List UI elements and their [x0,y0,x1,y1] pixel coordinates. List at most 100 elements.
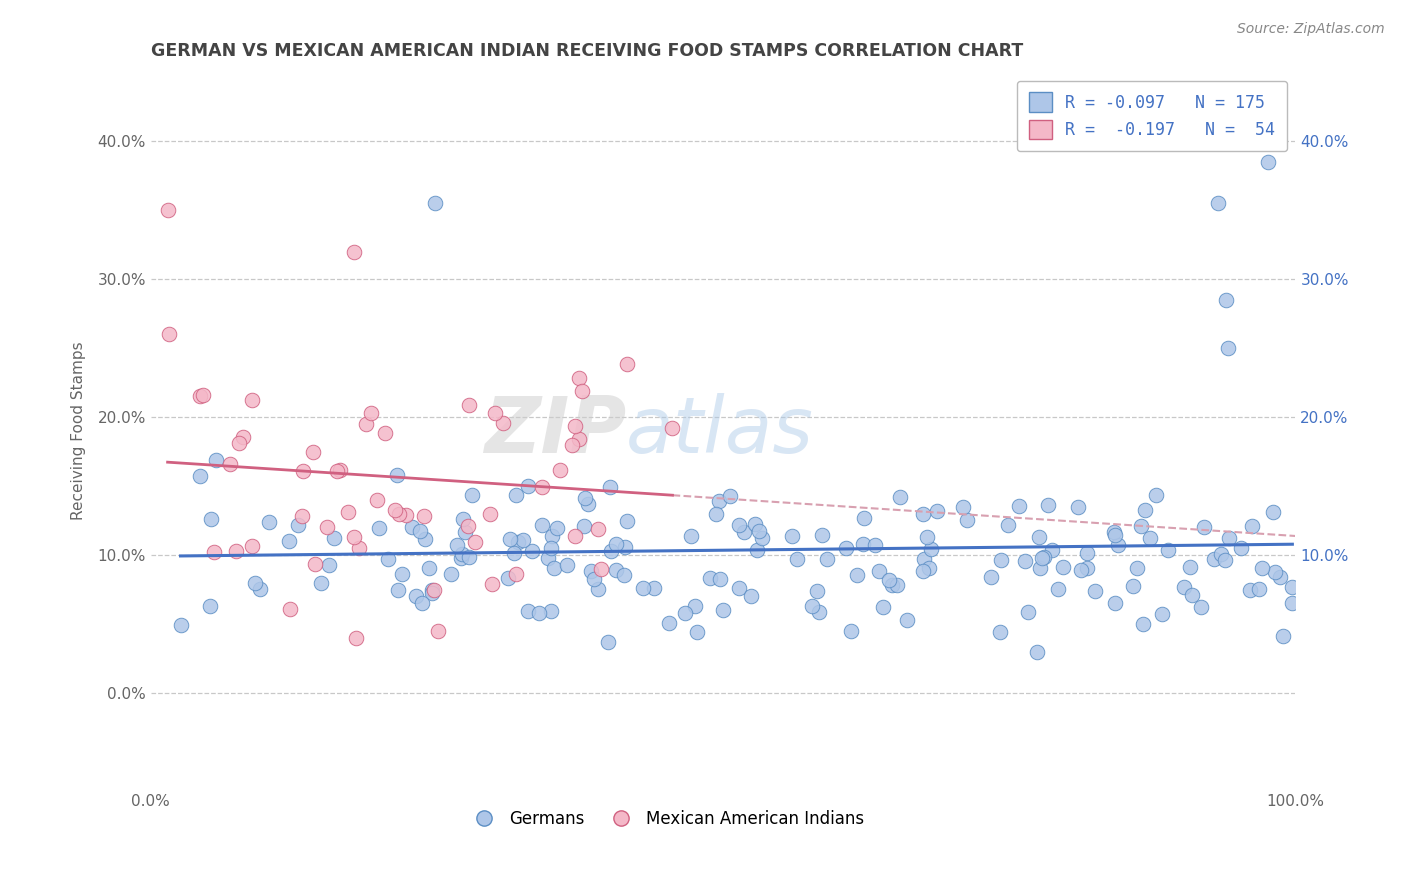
Point [1017,606,1039,620]
Point [616,357,638,371]
Point [1178,560,1201,574]
Point [508,534,530,549]
Point [886,578,908,592]
Point [679,529,702,543]
Point [309,575,332,590]
Point [315,520,337,534]
Point [915,530,938,544]
Point [1206,196,1229,211]
Point [205,453,228,467]
Point [863,538,886,552]
Point [1213,553,1236,567]
Point [451,512,474,526]
Point [1130,519,1153,533]
Point [1126,561,1149,575]
Point [1215,293,1237,307]
Text: GERMAN VS MEXICAN AMERICAN INDIAN RECEIVING FOOD STAMPS CORRELATION CHART: GERMAN VS MEXICAN AMERICAN INDIAN RECEIV… [150,42,1024,60]
Point [912,551,935,566]
Point [157,327,180,342]
Point [564,529,586,543]
Point [413,533,436,547]
Point [347,541,370,555]
Point [868,564,890,578]
Point [422,582,444,597]
Point [502,546,524,560]
Point [1014,553,1036,567]
Point [1261,505,1284,519]
Point [707,493,730,508]
Point [733,525,755,540]
Point [880,578,903,592]
Point [896,613,918,627]
Point [704,508,727,522]
Point [287,518,309,533]
Point [240,393,263,408]
Point [318,558,340,572]
Point [1181,588,1204,602]
Point [576,497,599,511]
Point [780,529,803,543]
Point [481,577,503,591]
Point [1008,499,1031,513]
Point [198,599,221,613]
Point [450,551,472,566]
Point [980,570,1002,584]
Point [169,618,191,632]
Point [1189,599,1212,614]
Point [188,468,211,483]
Legend: Germans, Mexican American Indians: Germans, Mexican American Indians [461,804,870,835]
Point [605,536,627,550]
Point [1216,341,1239,355]
Point [751,531,773,545]
Point [420,582,443,597]
Point [1241,519,1264,533]
Point [911,564,934,578]
Point [728,518,751,533]
Point [499,532,522,546]
Point [718,489,741,503]
Point [571,384,593,398]
Point [568,432,591,446]
Point [661,420,683,434]
Point [388,507,411,521]
Point [643,581,665,595]
Point [920,541,942,556]
Point [249,582,271,597]
Point [387,582,409,597]
Point [540,604,562,618]
Point [548,463,571,477]
Point [423,196,446,211]
Point [811,528,834,542]
Point [740,589,762,603]
Point [1157,543,1180,558]
Point [516,479,538,493]
Point [368,521,391,535]
Point [478,507,501,521]
Point [1104,596,1126,610]
Point [278,533,301,548]
Point [505,567,527,582]
Point [748,524,770,538]
Point [411,596,433,610]
Point [596,635,619,649]
Point [683,599,706,614]
Point [344,632,367,646]
Point [927,504,949,518]
Point [1104,527,1126,541]
Point [1139,531,1161,545]
Point [709,572,731,586]
Point [786,552,808,566]
Point [918,561,941,575]
Point [658,615,681,630]
Point [156,203,179,218]
Point [457,550,479,565]
Point [374,426,396,441]
Point [1122,579,1144,593]
Point [572,518,595,533]
Point [555,558,578,573]
Point [879,573,901,587]
Point [1209,547,1232,561]
Point [852,537,875,551]
Point [1192,520,1215,534]
Point [484,405,506,419]
